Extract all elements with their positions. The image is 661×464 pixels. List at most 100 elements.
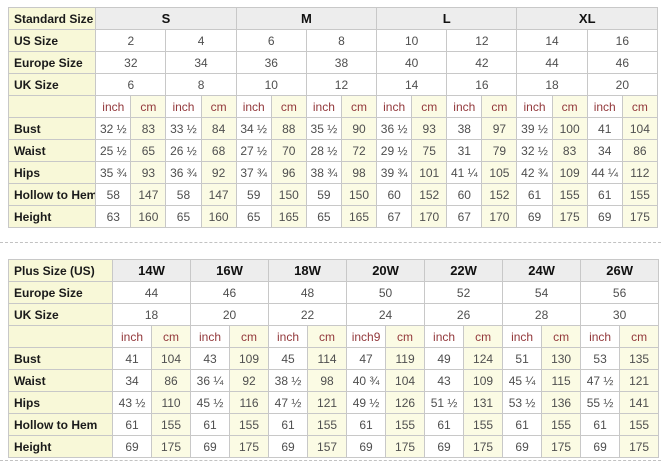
value-cell: 121 (307, 391, 348, 414)
value-cell: 63 (95, 205, 132, 228)
value-cell: 69 (190, 435, 231, 458)
value-cell: 61 (516, 183, 553, 206)
value-cell: 49 ½ (346, 391, 387, 414)
size-value-cell: 30 (580, 303, 660, 326)
value-cell: 131 (463, 391, 504, 414)
value-cell: 67 (376, 205, 413, 228)
row-label: Bust (7, 117, 97, 140)
unit-cell: cm (130, 95, 167, 118)
size-value-cell: 2 (95, 29, 167, 52)
value-cell: 55 ½ (580, 391, 621, 414)
size-value-cell: 16 (586, 29, 659, 52)
value-cell: 69 (580, 435, 621, 458)
plus-size-table: Plus Size (US) 14W 16W 18W 20W 22W 24W 26W Europ… (8, 259, 660, 458)
unit-cell: cm (621, 95, 659, 118)
size-group-header-row: Plus Size (US) 14W 16W 18W 20W 22W 24W 26W (8, 259, 660, 282)
row-label: Hips (7, 161, 97, 184)
value-cell: 28 ½ (305, 139, 342, 162)
value-cell: 100 (551, 117, 588, 140)
unit-cell: inch (586, 95, 623, 118)
value-cell: 36 ¼ (190, 369, 231, 392)
value-cell: 175 (463, 435, 504, 458)
value-cell: 69 (112, 435, 152, 458)
unit-cell: cm (541, 325, 582, 348)
value-cell: 130 (541, 347, 582, 370)
unit-cell: inch (165, 95, 202, 118)
size-group-header: 16W (190, 259, 270, 282)
size-group-header: 26W (580, 259, 660, 282)
value-cell: 47 ½ (268, 391, 309, 414)
size-value-cell: 20 (190, 303, 270, 326)
row-label: Hollow to Hem (8, 413, 113, 436)
value-cell: 65 (235, 205, 272, 228)
unit-cell: inch9 (346, 325, 387, 348)
size-value-cell: 44 (516, 51, 588, 74)
value-cell: 83 (130, 117, 167, 140)
size-value-cell: 10 (235, 73, 307, 96)
value-cell: 39 ¾ (376, 161, 413, 184)
value-cell: 124 (463, 347, 504, 370)
value-cell: 69 (268, 435, 309, 458)
value-cell: 116 (229, 391, 270, 414)
value-cell: 155 (619, 413, 660, 436)
measurement-row: Height 69 175 69 175 69 157 69 175 69 175 69 175 69 17… (8, 435, 660, 458)
value-cell: 84 (200, 117, 237, 140)
value-cell: 101 (411, 161, 448, 184)
value-cell: 97 (481, 117, 518, 140)
value-cell: 93 (130, 161, 167, 184)
value-cell: 121 (619, 369, 660, 392)
value-cell: 119 (385, 347, 426, 370)
value-cell: 65 (165, 205, 202, 228)
size-group-header: 18W (268, 259, 348, 282)
value-cell: 175 (385, 435, 426, 458)
value-cell: 61 (580, 413, 621, 436)
value-cell: 34 (112, 369, 152, 392)
value-cell: 92 (200, 161, 237, 184)
value-cell: 37 ¾ (235, 161, 272, 184)
size-value-cell: 46 (190, 281, 270, 304)
measurement-row: Waist 25 ½ 65 26 ½ 68 27 ½ 70 28 ½ 72 29 ½ 75 31 79 3… (7, 139, 659, 162)
measurement-row: Waist 34 86 36 ¼ 92 38 ½ 98 40 ¾ 104 43 109 45 ¼ 115… (8, 369, 660, 392)
unit-cell: inch (112, 325, 152, 348)
unit-cell: cm (411, 95, 448, 118)
value-cell: 150 (270, 183, 307, 206)
row-label: UK Size (8, 303, 113, 326)
measurement-row: Hollow to Hem 58 147 58 147 59 150 59 150 60 152 60… (7, 183, 659, 206)
unit-row-corner (8, 325, 113, 348)
size-value-cell: 40 (376, 51, 448, 74)
value-cell: 155 (551, 183, 588, 206)
size-group-header: M (235, 7, 378, 30)
value-cell: 160 (200, 205, 237, 228)
size-value-cell: 4 (165, 29, 237, 52)
value-cell: 35 ½ (305, 117, 342, 140)
value-cell: 38 ¾ (305, 161, 342, 184)
unit-row: inch cm inch cm inch cm inch9 cm inch cm inch cm inc… (8, 325, 660, 348)
value-cell: 136 (541, 391, 582, 414)
size-value-cell: 54 (502, 281, 582, 304)
size-value-cell: 6 (235, 29, 307, 52)
row-label: Height (8, 435, 113, 458)
row-label: Hollow to Hem (7, 183, 97, 206)
value-cell: 175 (621, 205, 659, 228)
size-value-cell: 8 (165, 73, 237, 96)
value-cell: 41 ¼ (446, 161, 483, 184)
value-cell: 160 (130, 205, 167, 228)
value-cell: 152 (481, 183, 518, 206)
value-cell: 41 (112, 347, 152, 370)
row-label: Height (7, 205, 97, 228)
value-cell: 59 (235, 183, 272, 206)
size-value-cell: 36 (235, 51, 307, 74)
value-cell: 41 (586, 117, 623, 140)
value-cell: 35 ¾ (95, 161, 132, 184)
size-value-cell: 18 (516, 73, 588, 96)
unit-cell: inch (376, 95, 413, 118)
unit-cell: cm (150, 325, 192, 348)
value-cell: 114 (307, 347, 348, 370)
value-cell: 147 (130, 183, 167, 206)
unit-cell: inch (235, 95, 272, 118)
size-value-cell: 48 (268, 281, 348, 304)
value-cell: 98 (340, 161, 378, 184)
value-cell: 38 (446, 117, 483, 140)
